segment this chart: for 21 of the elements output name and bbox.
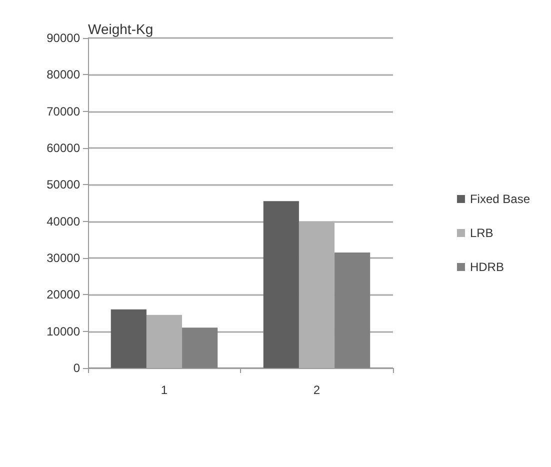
y-tick-label: 90000 bbox=[46, 31, 80, 45]
legend-label: LRB bbox=[470, 226, 494, 240]
y-tick-label: 40000 bbox=[46, 214, 80, 228]
legend-label: HDRB bbox=[470, 260, 504, 274]
y-tick-label: 0 bbox=[73, 361, 80, 375]
y-tick-label: 30000 bbox=[46, 251, 80, 265]
y-tick-label: 70000 bbox=[46, 104, 80, 118]
y-tick-label: 50000 bbox=[46, 178, 80, 192]
bar bbox=[334, 252, 370, 368]
bar bbox=[182, 328, 218, 368]
y-tick-label: 10000 bbox=[46, 324, 80, 338]
legend-label: Fixed Base bbox=[470, 192, 530, 206]
y-tick-label: 80000 bbox=[46, 68, 80, 82]
bar bbox=[110, 309, 146, 368]
x-tick-label: 2 bbox=[313, 383, 320, 397]
bar bbox=[146, 314, 182, 368]
bar bbox=[263, 201, 299, 368]
y-tick-label: 60000 bbox=[46, 141, 80, 155]
y-tick-label: 20000 bbox=[46, 288, 80, 302]
y-axis-title: Weight-Kg bbox=[88, 21, 154, 37]
x-tick-label: 1 bbox=[160, 383, 168, 397]
